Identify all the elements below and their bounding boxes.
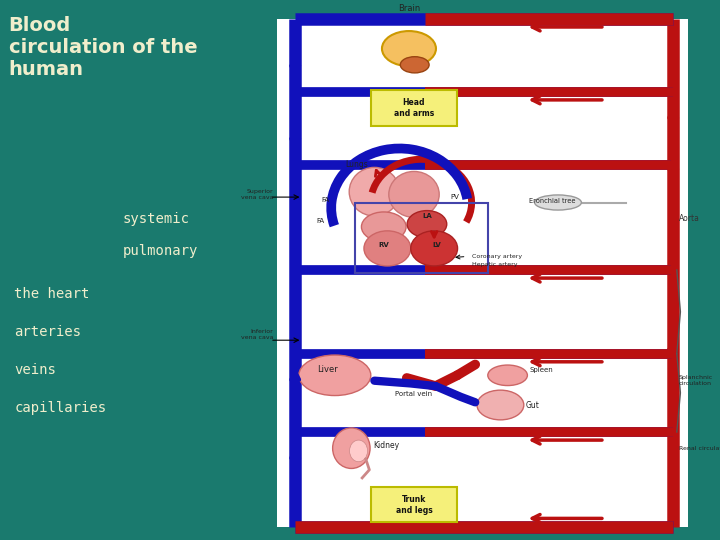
Text: Portal vein: Portal vein [395, 391, 433, 397]
Text: Eronchial tree: Eronchial tree [529, 198, 576, 204]
Text: veins: veins [14, 363, 56, 377]
Text: Hepatic artery: Hepatic artery [472, 262, 517, 267]
Ellipse shape [350, 440, 368, 462]
Text: Aorta: Aorta [679, 214, 700, 223]
Text: PV: PV [450, 194, 459, 200]
FancyBboxPatch shape [371, 487, 457, 523]
FancyBboxPatch shape [371, 90, 457, 126]
Text: FA: FA [317, 218, 325, 225]
Ellipse shape [407, 211, 446, 238]
Text: Kidney: Kidney [373, 441, 399, 450]
Ellipse shape [364, 231, 410, 266]
Text: Inferior
vena cava: Inferior vena cava [241, 329, 274, 340]
Text: systemic: systemic [122, 212, 189, 226]
Text: the heart: the heart [14, 287, 90, 301]
Text: Splanchnic
circulation: Splanchnic circulation [679, 375, 714, 386]
Ellipse shape [410, 231, 458, 266]
Text: Spleen: Spleen [529, 367, 553, 373]
Text: Liver: Liver [318, 366, 338, 374]
Text: Head
and arms: Head and arms [394, 98, 434, 118]
Text: LA: LA [422, 213, 432, 219]
Text: Blood
circulation of the
human: Blood circulation of the human [9, 16, 197, 79]
Text: Brain: Brain [398, 4, 420, 12]
Ellipse shape [333, 428, 370, 468]
Ellipse shape [534, 195, 582, 210]
Text: Gut: Gut [526, 401, 539, 409]
Text: FA: FA [322, 197, 330, 203]
Ellipse shape [382, 31, 436, 66]
Text: Lungs: Lungs [346, 160, 369, 169]
Ellipse shape [389, 172, 439, 217]
Ellipse shape [349, 167, 400, 216]
Text: Trunk
and legs: Trunk and legs [395, 495, 433, 515]
Text: Renal circulation: Renal circulation [679, 446, 720, 451]
Text: RV: RV [379, 241, 389, 248]
Text: capillaries: capillaries [14, 401, 107, 415]
Text: arteries: arteries [14, 325, 81, 339]
Ellipse shape [488, 365, 527, 386]
Bar [277, 19, 688, 526]
Ellipse shape [299, 355, 371, 395]
Text: Coronary artery: Coronary artery [472, 254, 522, 259]
Ellipse shape [361, 212, 406, 242]
Text: Superior
vena cava: Superior vena cava [241, 189, 274, 200]
Ellipse shape [477, 390, 523, 420]
Text: pulmonary: pulmonary [122, 244, 198, 258]
Text: LV: LV [432, 241, 441, 248]
Ellipse shape [400, 57, 429, 73]
